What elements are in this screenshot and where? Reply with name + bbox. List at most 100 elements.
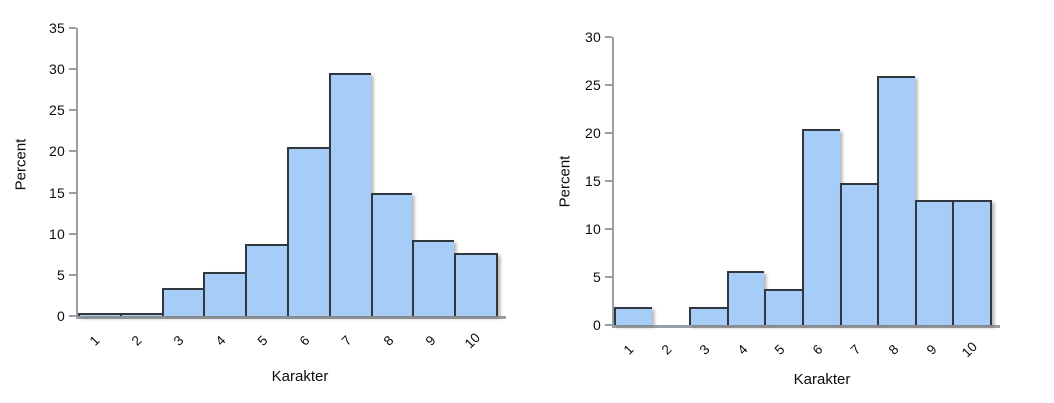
y-tick-label: 15 bbox=[585, 173, 601, 189]
y-tick: 0 bbox=[57, 309, 76, 323]
y-tick: 10 bbox=[585, 222, 612, 236]
y-tick-mark bbox=[605, 180, 612, 182]
bar-karakter-1 bbox=[78, 312, 120, 316]
y-tick-label: 30 bbox=[49, 61, 65, 78]
bars bbox=[614, 37, 992, 325]
x-tick-label: 3 bbox=[696, 341, 713, 358]
y-tick-label: 5 bbox=[593, 269, 601, 285]
bar-karakter-2 bbox=[119, 312, 162, 316]
x-tick-label: 7 bbox=[847, 341, 864, 358]
y-tick-label: 0 bbox=[593, 317, 601, 333]
bar-karakter-6 bbox=[286, 146, 329, 316]
y-tick: 25 bbox=[49, 103, 76, 117]
y-tick-mark bbox=[69, 150, 76, 153]
x-tick: 5 bbox=[244, 323, 286, 363]
y-tick-label: 30 bbox=[585, 29, 601, 45]
x-axis-title: Karakter bbox=[793, 371, 851, 388]
x-tick-label: 2 bbox=[128, 332, 145, 349]
x-tick: 3 bbox=[160, 323, 202, 363]
bar-karakter-10 bbox=[952, 200, 992, 325]
bar-karakter-7 bbox=[328, 73, 371, 316]
y-tick-label: 25 bbox=[585, 77, 601, 93]
plot-area bbox=[612, 37, 1000, 328]
y-tick: 0 bbox=[593, 318, 612, 332]
bar-karakter-4 bbox=[726, 271, 765, 325]
plot-area bbox=[76, 28, 506, 319]
bar-karakter-4 bbox=[203, 272, 246, 316]
x-tick: 6 bbox=[801, 332, 839, 372]
bar-karakter-5 bbox=[764, 289, 802, 325]
x-tick: 4 bbox=[202, 323, 244, 363]
histogram-right: Percent 0 5 10 15 20 25 30 1 2 3 4 5 6 7 8 9 10 Karakte… bbox=[527, 0, 1054, 403]
x-tick: 6 bbox=[286, 323, 328, 363]
x-tick: 2 bbox=[118, 323, 160, 363]
y-tick: 20 bbox=[49, 144, 76, 158]
x-tick: 8 bbox=[370, 323, 412, 363]
y-tick: 15 bbox=[585, 174, 612, 188]
x-tick: 7 bbox=[839, 332, 877, 372]
y-axis: 0 5 10 15 20 25 30 35 bbox=[28, 21, 76, 323]
x-tick: 2 bbox=[650, 332, 688, 372]
y-tick-mark bbox=[69, 315, 76, 317]
y-tick-label: 20 bbox=[585, 125, 601, 141]
x-tick-label: 8 bbox=[380, 332, 397, 349]
y-tick-label: 25 bbox=[49, 102, 65, 119]
x-tick-label: 1 bbox=[620, 341, 637, 358]
y-tick-mark bbox=[69, 191, 76, 194]
y-tick-mark bbox=[69, 232, 76, 235]
bar-karakter-6 bbox=[801, 129, 840, 325]
histogram-left: Percent 0 5 10 15 20 25 30 35 1 2 3 4 5 6 7 8 9 10 Karak… bbox=[12, 21, 506, 385]
y-tick-label: 10 bbox=[49, 225, 65, 242]
x-tick: 1 bbox=[612, 332, 650, 372]
x-tick-label: 4 bbox=[734, 341, 751, 358]
bar-karakter-3 bbox=[161, 288, 204, 316]
bar-karakter-8 bbox=[370, 192, 413, 316]
bar-karakter-7 bbox=[839, 182, 878, 325]
x-tick-label: 9 bbox=[923, 341, 940, 358]
x-tick-label: 10 bbox=[462, 330, 484, 352]
bar-karakter-10 bbox=[454, 252, 498, 316]
y-tick-label: 35 bbox=[49, 20, 65, 36]
bar-karakter-3 bbox=[689, 306, 727, 325]
x-tick-label: 1 bbox=[86, 332, 103, 349]
x-tick-label: 6 bbox=[809, 341, 826, 358]
x-tick-labels: 1 2 3 4 5 6 7 8 9 10 bbox=[76, 323, 496, 363]
y-tick: 25 bbox=[585, 78, 612, 92]
y-tick-label: 0 bbox=[57, 308, 65, 324]
y-tick-mark bbox=[605, 228, 612, 230]
y-tick-label: 15 bbox=[49, 184, 65, 201]
y-tick-mark bbox=[605, 36, 612, 38]
y-tick-mark bbox=[69, 27, 76, 29]
y-tick: 30 bbox=[585, 30, 612, 44]
y-tick-mark bbox=[69, 273, 76, 276]
x-tick-label: 4 bbox=[212, 332, 229, 349]
x-tick: 9 bbox=[914, 332, 952, 372]
x-tick: 4 bbox=[725, 332, 763, 372]
bar-karakter-8 bbox=[877, 76, 915, 325]
y-tick-mark bbox=[69, 109, 76, 112]
bar-karakter-5 bbox=[245, 244, 287, 316]
y-axis: 0 5 10 15 20 25 30 bbox=[564, 30, 612, 332]
bar-karakter-1 bbox=[614, 306, 652, 325]
x-tick: 10 bbox=[952, 332, 990, 372]
y-tick-mark bbox=[605, 132, 612, 134]
y-tick: 15 bbox=[49, 186, 76, 200]
y-tick: 5 bbox=[57, 268, 76, 282]
x-tick-label: 9 bbox=[422, 332, 439, 349]
y-tick-label: 10 bbox=[585, 221, 601, 237]
y-axis-title: Percent bbox=[12, 138, 30, 191]
y-tick: 35 bbox=[49, 21, 76, 35]
y-tick-label: 20 bbox=[49, 143, 65, 160]
bar-karakter-9 bbox=[412, 240, 455, 316]
x-tick: 9 bbox=[412, 323, 454, 363]
x-tick-label: 6 bbox=[296, 332, 313, 349]
y-tick: 20 bbox=[585, 126, 612, 140]
x-tick-label: 8 bbox=[885, 341, 902, 358]
x-tick: 3 bbox=[688, 332, 726, 372]
y-tick-label: 5 bbox=[57, 266, 65, 283]
x-tick: 7 bbox=[328, 323, 370, 363]
bars bbox=[78, 28, 498, 316]
x-tick-label: 7 bbox=[338, 332, 355, 349]
x-tick: 1 bbox=[76, 323, 118, 363]
x-tick-label: 2 bbox=[658, 341, 675, 358]
